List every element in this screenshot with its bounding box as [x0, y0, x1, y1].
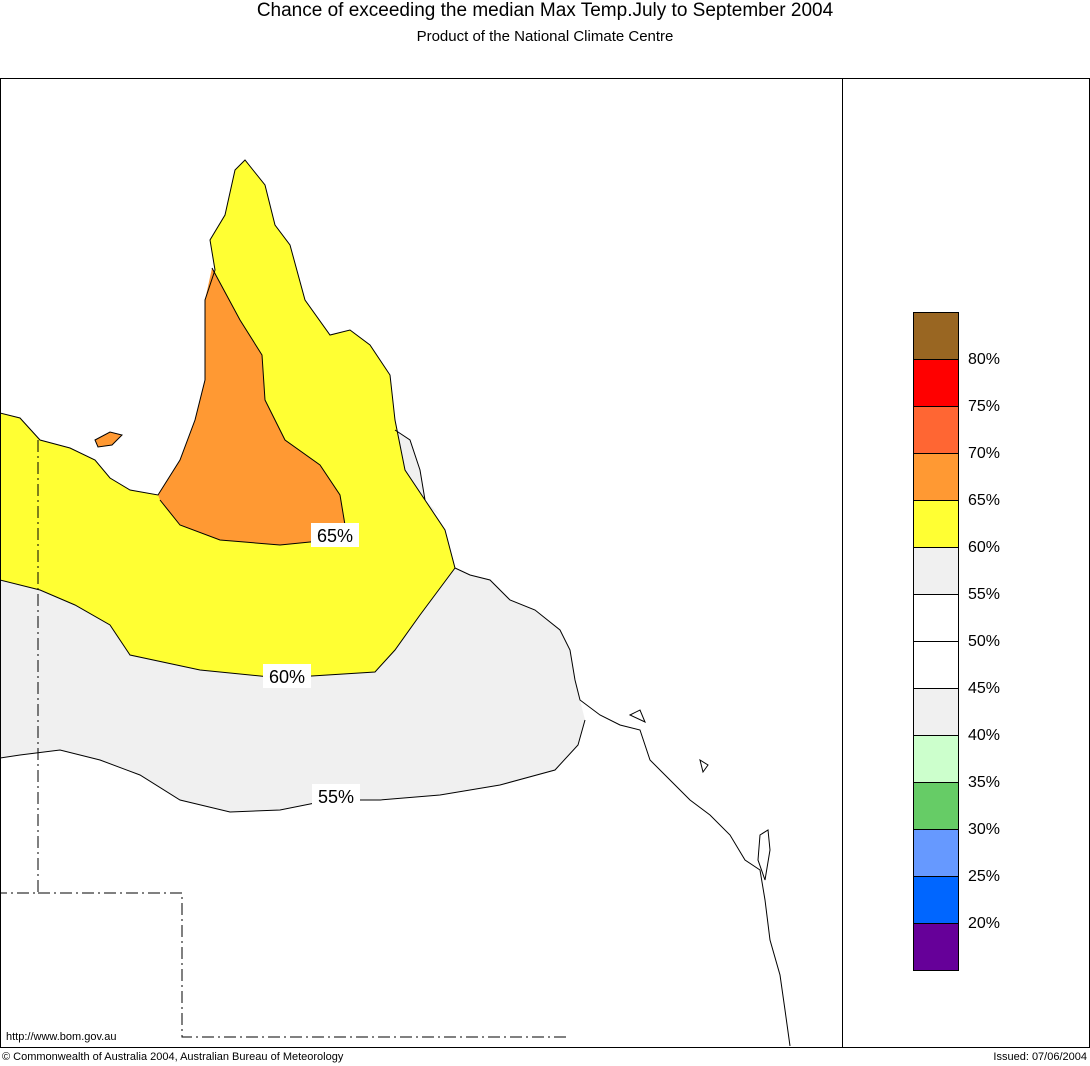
legend-label: 65%: [968, 492, 1001, 509]
legend-label: 80%: [968, 351, 1001, 368]
svg-text:65%: 65%: [317, 526, 353, 546]
legend-swatch: [913, 877, 959, 924]
legend-label: 60%: [968, 539, 1001, 556]
legend-swatch: [913, 924, 959, 971]
legend-swatch: [913, 548, 959, 595]
island-orange: [94, 431, 123, 448]
legend-swatch: [913, 360, 959, 407]
zone-55: [1, 568, 585, 812]
contour-label-55: 55%: [312, 784, 360, 808]
map-title: Chance of exceeding the median Max Temp.…: [256, 0, 834, 21]
legend-label: 35%: [968, 774, 1001, 791]
legend-swatch: [913, 312, 959, 360]
legend-swatch: [913, 736, 959, 783]
svg-text:55%: 55%: [318, 787, 354, 807]
legend-divider: [842, 78, 843, 1047]
legend-swatch: [913, 830, 959, 877]
contour-55-line: [1, 719, 586, 813]
contour-label-60: 60%: [263, 664, 311, 688]
legend-swatch: [913, 689, 959, 736]
legend-label: 45%: [968, 680, 1001, 697]
legend-label: 75%: [968, 398, 1001, 415]
legend-label: 20%: [968, 915, 1001, 932]
zone-65: [158, 268, 345, 545]
legend-swatch: [913, 407, 959, 454]
coastline-islands: [628, 709, 771, 881]
legend-label: 55%: [968, 586, 1001, 603]
coastline: [1, 159, 791, 1046]
legend-swatch: [913, 454, 959, 501]
legend-label: 25%: [968, 868, 1001, 885]
copyright-notice: © Commonwealth of Australia 2004, Austra…: [2, 1051, 344, 1063]
contour-label-65: 65%: [311, 523, 359, 547]
color-legend: [913, 312, 959, 971]
contour-55-east-line: [394, 429, 426, 501]
legend-swatch: [913, 642, 959, 689]
legend-swatch: [913, 595, 959, 642]
zone-55-east: [390, 430, 440, 515]
contour-65-line: [159, 267, 346, 546]
queensland-map: 65% 60% 55%: [1, 159, 791, 1046]
svg-text:60%: 60%: [269, 667, 305, 687]
state-border: [1, 440, 570, 1038]
legend-swatch: [913, 501, 959, 548]
legend-swatch: [913, 783, 959, 830]
legend-label: 30%: [968, 821, 1001, 838]
issued-date: Issued: 07/06/2004: [993, 1051, 1087, 1063]
map-subtitle: Product of the National Climate Centre: [416, 28, 674, 45]
legend-label: 70%: [968, 445, 1001, 462]
contour-60-line: [1, 567, 456, 679]
legend-label: 40%: [968, 727, 1001, 744]
legend-label: 50%: [968, 633, 1001, 650]
bom-url[interactable]: http://www.bom.gov.au: [6, 1031, 117, 1043]
